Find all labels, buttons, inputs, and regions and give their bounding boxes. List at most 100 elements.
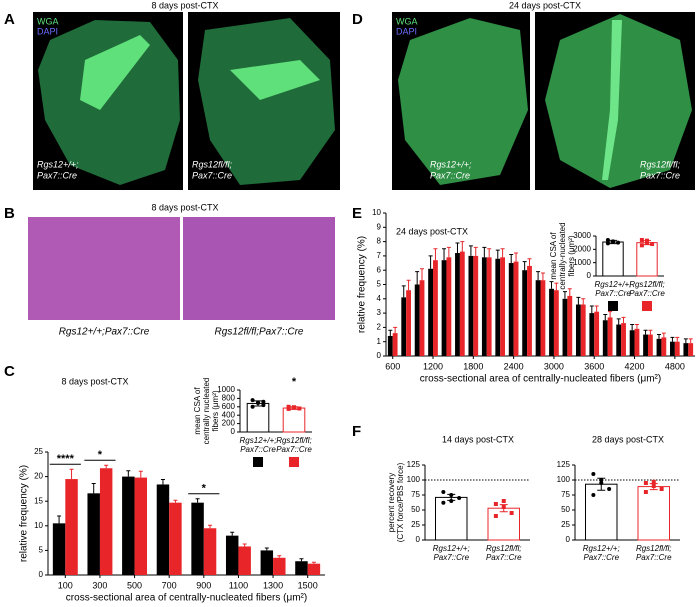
y-axis-label: relative frequency (%) bbox=[357, 236, 368, 333]
error-bar bbox=[388, 329, 393, 336]
bar bbox=[602, 320, 608, 356]
y-tick-label: 400 bbox=[222, 410, 236, 419]
data-point bbox=[261, 403, 266, 408]
panel-letter: B bbox=[4, 205, 15, 222]
error-bar bbox=[643, 329, 648, 335]
data-point bbox=[611, 240, 615, 244]
error-bar bbox=[656, 334, 661, 339]
x-tick-label: Pax7::Cre bbox=[629, 289, 665, 298]
stain-label: WGA bbox=[37, 16, 59, 26]
genotype: Pax7::Cre bbox=[192, 170, 232, 180]
error-bar bbox=[487, 248, 492, 258]
bar bbox=[191, 502, 204, 575]
y-tick-label: 75 bbox=[561, 490, 570, 499]
error-bar bbox=[242, 543, 247, 547]
bar bbox=[282, 407, 306, 433]
bar bbox=[246, 402, 270, 433]
x-tick-label: 700 bbox=[162, 580, 177, 590]
error-bar bbox=[554, 282, 559, 291]
x-tick-label: 1500 bbox=[298, 580, 318, 590]
bar bbox=[580, 304, 586, 356]
error-bar bbox=[91, 482, 96, 494]
y-tick-label: 50 bbox=[411, 505, 420, 514]
error-bar bbox=[540, 272, 545, 281]
bar bbox=[602, 241, 624, 277]
bar bbox=[621, 323, 626, 356]
error-bar bbox=[634, 324, 639, 329]
error-bar bbox=[420, 268, 425, 281]
data-point bbox=[261, 399, 266, 404]
bar bbox=[446, 257, 452, 356]
x-tick-label: Rgs12fl/fl; bbox=[276, 436, 312, 445]
x-tick-label: Rgs12+/+; bbox=[595, 280, 632, 289]
bar bbox=[169, 502, 182, 575]
data-point bbox=[650, 242, 655, 246]
y-tick-label: 100 bbox=[407, 475, 421, 484]
x-tick-label: Rgs12fl/fl; bbox=[629, 280, 665, 289]
panel-letter: D bbox=[352, 11, 363, 28]
x-tick-label: 1300 bbox=[263, 580, 283, 590]
x-axis-label: cross-sectional area of centrally-nuclea… bbox=[66, 593, 307, 604]
data-point bbox=[605, 241, 610, 246]
bar bbox=[65, 479, 78, 575]
error-bar bbox=[576, 296, 581, 305]
error-bar bbox=[442, 248, 447, 261]
bar bbox=[392, 333, 398, 356]
y-tick-label: 0 bbox=[566, 535, 571, 544]
error-bar bbox=[500, 248, 505, 258]
error-bar bbox=[567, 288, 572, 296]
data-point bbox=[607, 487, 612, 491]
y-tick-label: 5 bbox=[377, 280, 382, 289]
data-point bbox=[493, 502, 498, 506]
micrograph bbox=[183, 217, 335, 320]
tissue bbox=[80, 35, 150, 110]
panel-letter: C bbox=[4, 363, 15, 380]
x-tick-label: 900 bbox=[196, 580, 211, 590]
y-tick-label: 2 bbox=[377, 323, 382, 332]
chart-title: 28 days post-CTX bbox=[592, 434, 664, 444]
error-bar bbox=[495, 249, 500, 259]
bar bbox=[203, 528, 217, 575]
bar bbox=[486, 257, 492, 356]
data-point bbox=[493, 514, 498, 518]
bar bbox=[495, 258, 501, 356]
panel-title: 24 days post-CTX bbox=[509, 0, 581, 10]
error-bar bbox=[661, 332, 666, 338]
error-bar bbox=[104, 464, 109, 469]
bar bbox=[661, 337, 667, 356]
y-tick-label: 5 bbox=[39, 546, 44, 555]
x-tick-label: 300 bbox=[92, 580, 107, 590]
error-bar bbox=[311, 561, 316, 564]
y-tick-label: 0 bbox=[377, 351, 382, 360]
y-tick-label: 25 bbox=[34, 447, 43, 456]
bar bbox=[575, 304, 581, 356]
error-bar bbox=[683, 338, 688, 344]
y-axis-label: fibers (μm²) bbox=[211, 390, 220, 431]
error-bar bbox=[208, 524, 213, 529]
error-bar bbox=[415, 271, 420, 285]
x-tick-label: 600 bbox=[385, 361, 400, 371]
y-axis-label: mean CSA of bbox=[549, 232, 558, 280]
data-point bbox=[639, 238, 644, 242]
x-tick-label: 3600 bbox=[584, 361, 604, 371]
y-tick-label: 125 bbox=[407, 460, 421, 469]
y-tick-label: 20 bbox=[34, 472, 43, 481]
data-point bbox=[286, 404, 291, 409]
bar bbox=[481, 257, 487, 356]
chart-title: 8 days post-CTX bbox=[61, 376, 128, 386]
error-bar bbox=[621, 316, 626, 324]
error-bar bbox=[589, 305, 594, 314]
data-point bbox=[639, 243, 644, 248]
bar bbox=[629, 330, 635, 356]
data-point bbox=[616, 240, 621, 245]
y-axis-label: mean CSA of bbox=[193, 387, 202, 435]
x-tick-label: 1200 bbox=[423, 361, 443, 371]
y-tick-label: 3 bbox=[377, 308, 382, 317]
y-tick-label: 200 bbox=[222, 419, 236, 428]
bar bbox=[594, 311, 600, 356]
bar bbox=[435, 496, 468, 541]
y-tick-label: 75 bbox=[411, 490, 420, 499]
legend-swatch bbox=[289, 457, 299, 467]
bar bbox=[549, 288, 554, 356]
bar bbox=[636, 242, 658, 277]
